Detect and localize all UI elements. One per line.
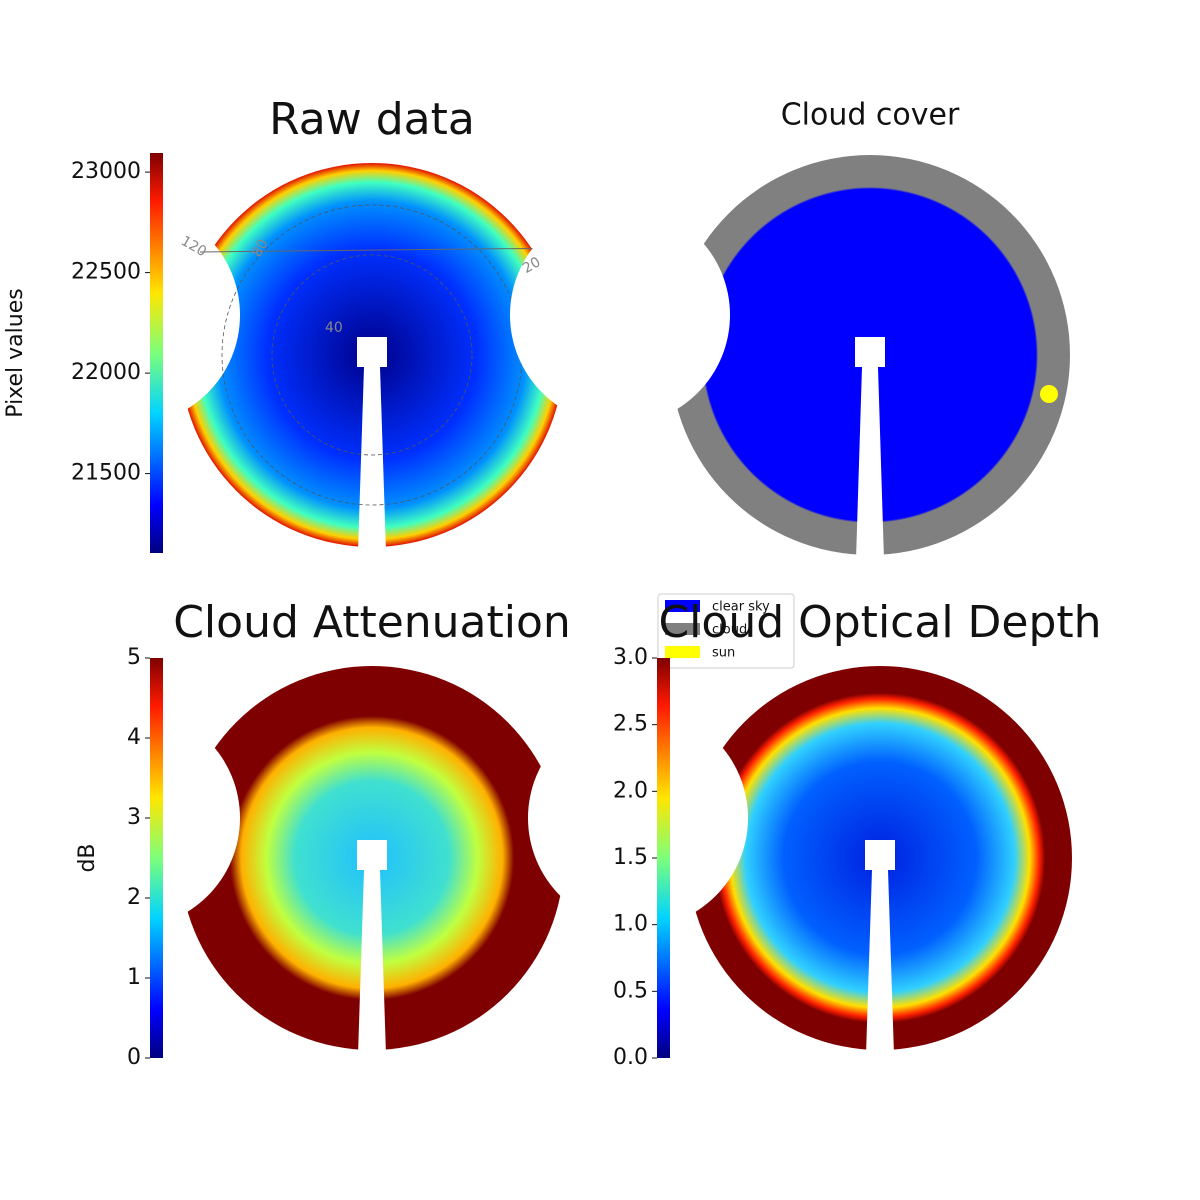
colorbar	[657, 658, 670, 1058]
panel-title: Cloud Attenuation	[173, 597, 571, 648]
legend-label: clear sky	[712, 600, 770, 615]
tick-label: 2	[127, 885, 141, 910]
tick-label: 23000	[71, 159, 141, 184]
mast	[357, 840, 387, 1055]
tick-label: 5	[127, 645, 141, 670]
tick-label: 0.5	[613, 978, 648, 1003]
legend-swatch	[665, 600, 700, 612]
tick-label: 1.0	[613, 912, 648, 937]
legend-swatch	[665, 623, 700, 635]
mast	[357, 337, 387, 552]
tick-label: 3	[127, 805, 141, 830]
tick-label: 4	[127, 725, 141, 750]
tick-label: 2.5	[613, 712, 648, 737]
tick-label: 22000	[71, 360, 141, 385]
mast	[855, 337, 885, 560]
tick-label: 22500	[71, 260, 141, 285]
sun-mark	[1040, 385, 1058, 403]
polar-label: 20	[520, 254, 543, 277]
image-mask	[510, 205, 730, 425]
legend-swatch	[665, 646, 700, 658]
panel-title: Cloud Optical Depth	[658, 597, 1101, 648]
tick-label: 1	[127, 965, 141, 990]
legend-label: cloud	[712, 623, 747, 638]
polar-label: 80	[249, 237, 272, 260]
tick-label: 1.5	[613, 845, 648, 870]
polar-ring	[271, 254, 473, 456]
image-mask	[20, 205, 240, 425]
panel-title: Cloud cover	[781, 98, 960, 133]
panel-title: Raw data	[269, 94, 475, 145]
tick-label: 0.0	[613, 1045, 648, 1070]
colorbar-label: Pixel values	[3, 288, 28, 417]
tick-label: 2.0	[613, 778, 648, 803]
colorbar	[150, 153, 163, 553]
polar-label: 40	[325, 320, 343, 336]
colorbar-label: dB	[75, 843, 100, 872]
tick-label: 0	[127, 1045, 141, 1070]
polar-spoke	[199, 247, 573, 253]
image-mask	[20, 708, 240, 928]
mast	[865, 840, 895, 1055]
colorbar	[150, 658, 163, 1058]
image-mask	[528, 708, 748, 928]
tick-label: 21500	[71, 461, 141, 486]
legend-label: sun	[712, 646, 735, 661]
tick-label: 3.0	[613, 645, 648, 670]
